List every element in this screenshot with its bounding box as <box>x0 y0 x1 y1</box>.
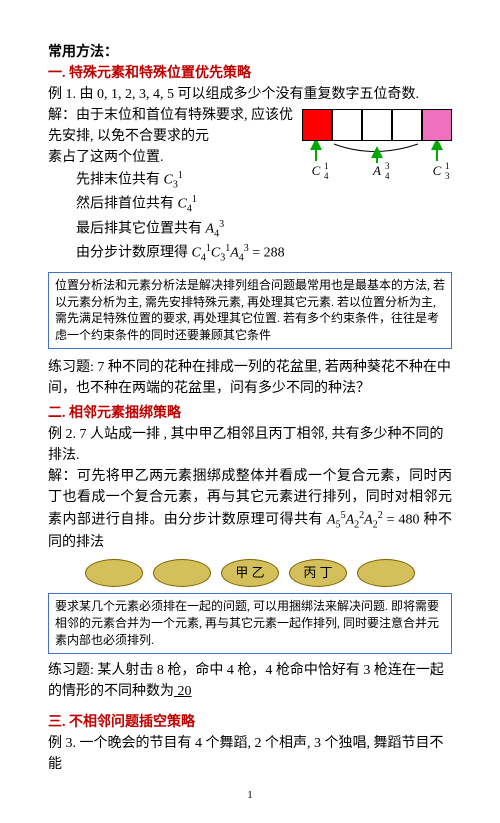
step4: 由分步计数原理得 C41C31A43 = 288 <box>76 241 302 265</box>
oval-3: 甲 乙 <box>221 559 279 587</box>
sec1-heading: 一. 特殊元素和特殊位置优先策略 <box>48 63 452 84</box>
sec2-note: 要求某几个元素必须排在一起的问题, 可以用捆绑法来解决问题. 即将需要相邻的元素… <box>48 593 452 653</box>
ex2-label: 例 2. 7 人站成一排 , 其中甲乙相邻且丙丁相邻, 共有多少种不同的排法. <box>48 424 452 466</box>
box-1 <box>302 109 332 141</box>
svg-text:3: 3 <box>445 171 450 181</box>
ex1-sol-line2: 素占了这两个位置. <box>48 147 302 168</box>
arrows-svg: C14 A34 C13 <box>302 141 452 181</box>
svg-text:1: 1 <box>324 161 329 171</box>
step2: 然后排首位共有 C41 <box>76 192 302 216</box>
page-number: 1 <box>48 787 452 804</box>
step3: 最后排其它位置共有 A43 <box>76 217 302 241</box>
ex1-sol-prefix: 解：由于末位和首位有特殊要求, 应该优先安排, 以免不合要求的元 <box>48 105 302 147</box>
sec3-heading: 三. 不相邻问题插空策略 <box>48 712 452 733</box>
ex2-sol: 解：可先将甲乙两元素捆绑成整体并看成一个复合元素，同时丙丁也看成一个复合元素，再… <box>48 466 452 553</box>
ex1-label: 例 1. 由 0, 1, 2, 3, 4, 5 可以组成多少个没有重复数字五位奇… <box>48 84 452 105</box>
svg-text:4: 4 <box>324 171 329 181</box>
oval-5 <box>357 559 415 587</box>
oval-2 <box>153 559 211 587</box>
svg-text:C: C <box>433 163 442 178</box>
oval-1 <box>85 559 143 587</box>
sec1-note: 位置分析法和元素分析法是解决排列组合问题最常用也是最基本的方法, 若以元素分析为… <box>48 272 452 349</box>
box-2 <box>332 109 362 141</box>
svg-text:4: 4 <box>385 171 390 181</box>
exercise-answer: 20 <box>174 684 192 699</box>
box-5 <box>422 109 452 141</box>
sec1-exercise: 练习题: 7 种不同的花种在排成一列的花盆里, 若两种葵花不种在中间，也不种在两… <box>48 357 452 399</box>
ovals-row: 甲 乙 丙 丁 <box>48 559 452 587</box>
box-4 <box>392 109 422 141</box>
svg-text:1: 1 <box>445 161 450 171</box>
sec2-heading: 二. 相邻元素捆绑策略 <box>48 403 452 424</box>
step1: 先排末位共有 C31 <box>76 168 302 192</box>
svg-text:C: C <box>312 163 321 178</box>
ex3-label: 例 3. 一个晚会的节目有 4 个舞蹈, 2 个相声, 3 个独唱, 舞蹈节目不… <box>48 733 452 775</box>
box-3 <box>362 109 392 141</box>
sec2-exercise: 练习题: 某人射击 8 枪，命中 4 枪，4 枪命中恰好有 3 枪连在一起的情形… <box>48 660 452 702</box>
oval-4: 丙 丁 <box>289 559 347 587</box>
svg-text:A: A <box>372 163 381 178</box>
svg-text:3: 3 <box>385 161 390 171</box>
title-methods: 常用方法： <box>48 42 452 63</box>
